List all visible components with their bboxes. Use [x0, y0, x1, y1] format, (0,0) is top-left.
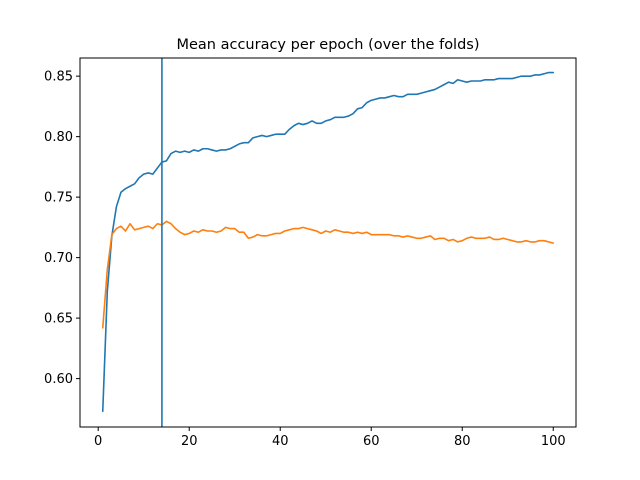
x-tick-label: 80 — [454, 434, 471, 449]
y-tick-label: 0.85 — [44, 70, 73, 85]
plot-area — [101, 58, 555, 427]
chart-title: Mean accuracy per epoch (over the folds) — [176, 37, 479, 53]
x-tick-label: 60 — [363, 434, 380, 449]
x-tick-label: 0 — [94, 434, 102, 449]
series-line-1 — [101, 71, 555, 413]
y-tick-label: 0.80 — [44, 130, 73, 145]
axes-frame — [79, 57, 577, 428]
series-line-2 — [101, 220, 555, 329]
y-tick-label: 0.60 — [44, 372, 73, 387]
x-tick-label: 100 — [541, 434, 566, 449]
axis-ticks: 0 20 40 60 80 100 0.60 0.65 0.70 0.75 0.80 0.85 — [44, 70, 566, 449]
y-tick-label: 0.70 — [44, 251, 73, 266]
y-tick-label: 0.75 — [44, 191, 73, 206]
x-tick-label: 20 — [181, 434, 198, 449]
y-tick-label: 0.65 — [44, 312, 73, 327]
x-tick-label: 40 — [272, 434, 289, 449]
